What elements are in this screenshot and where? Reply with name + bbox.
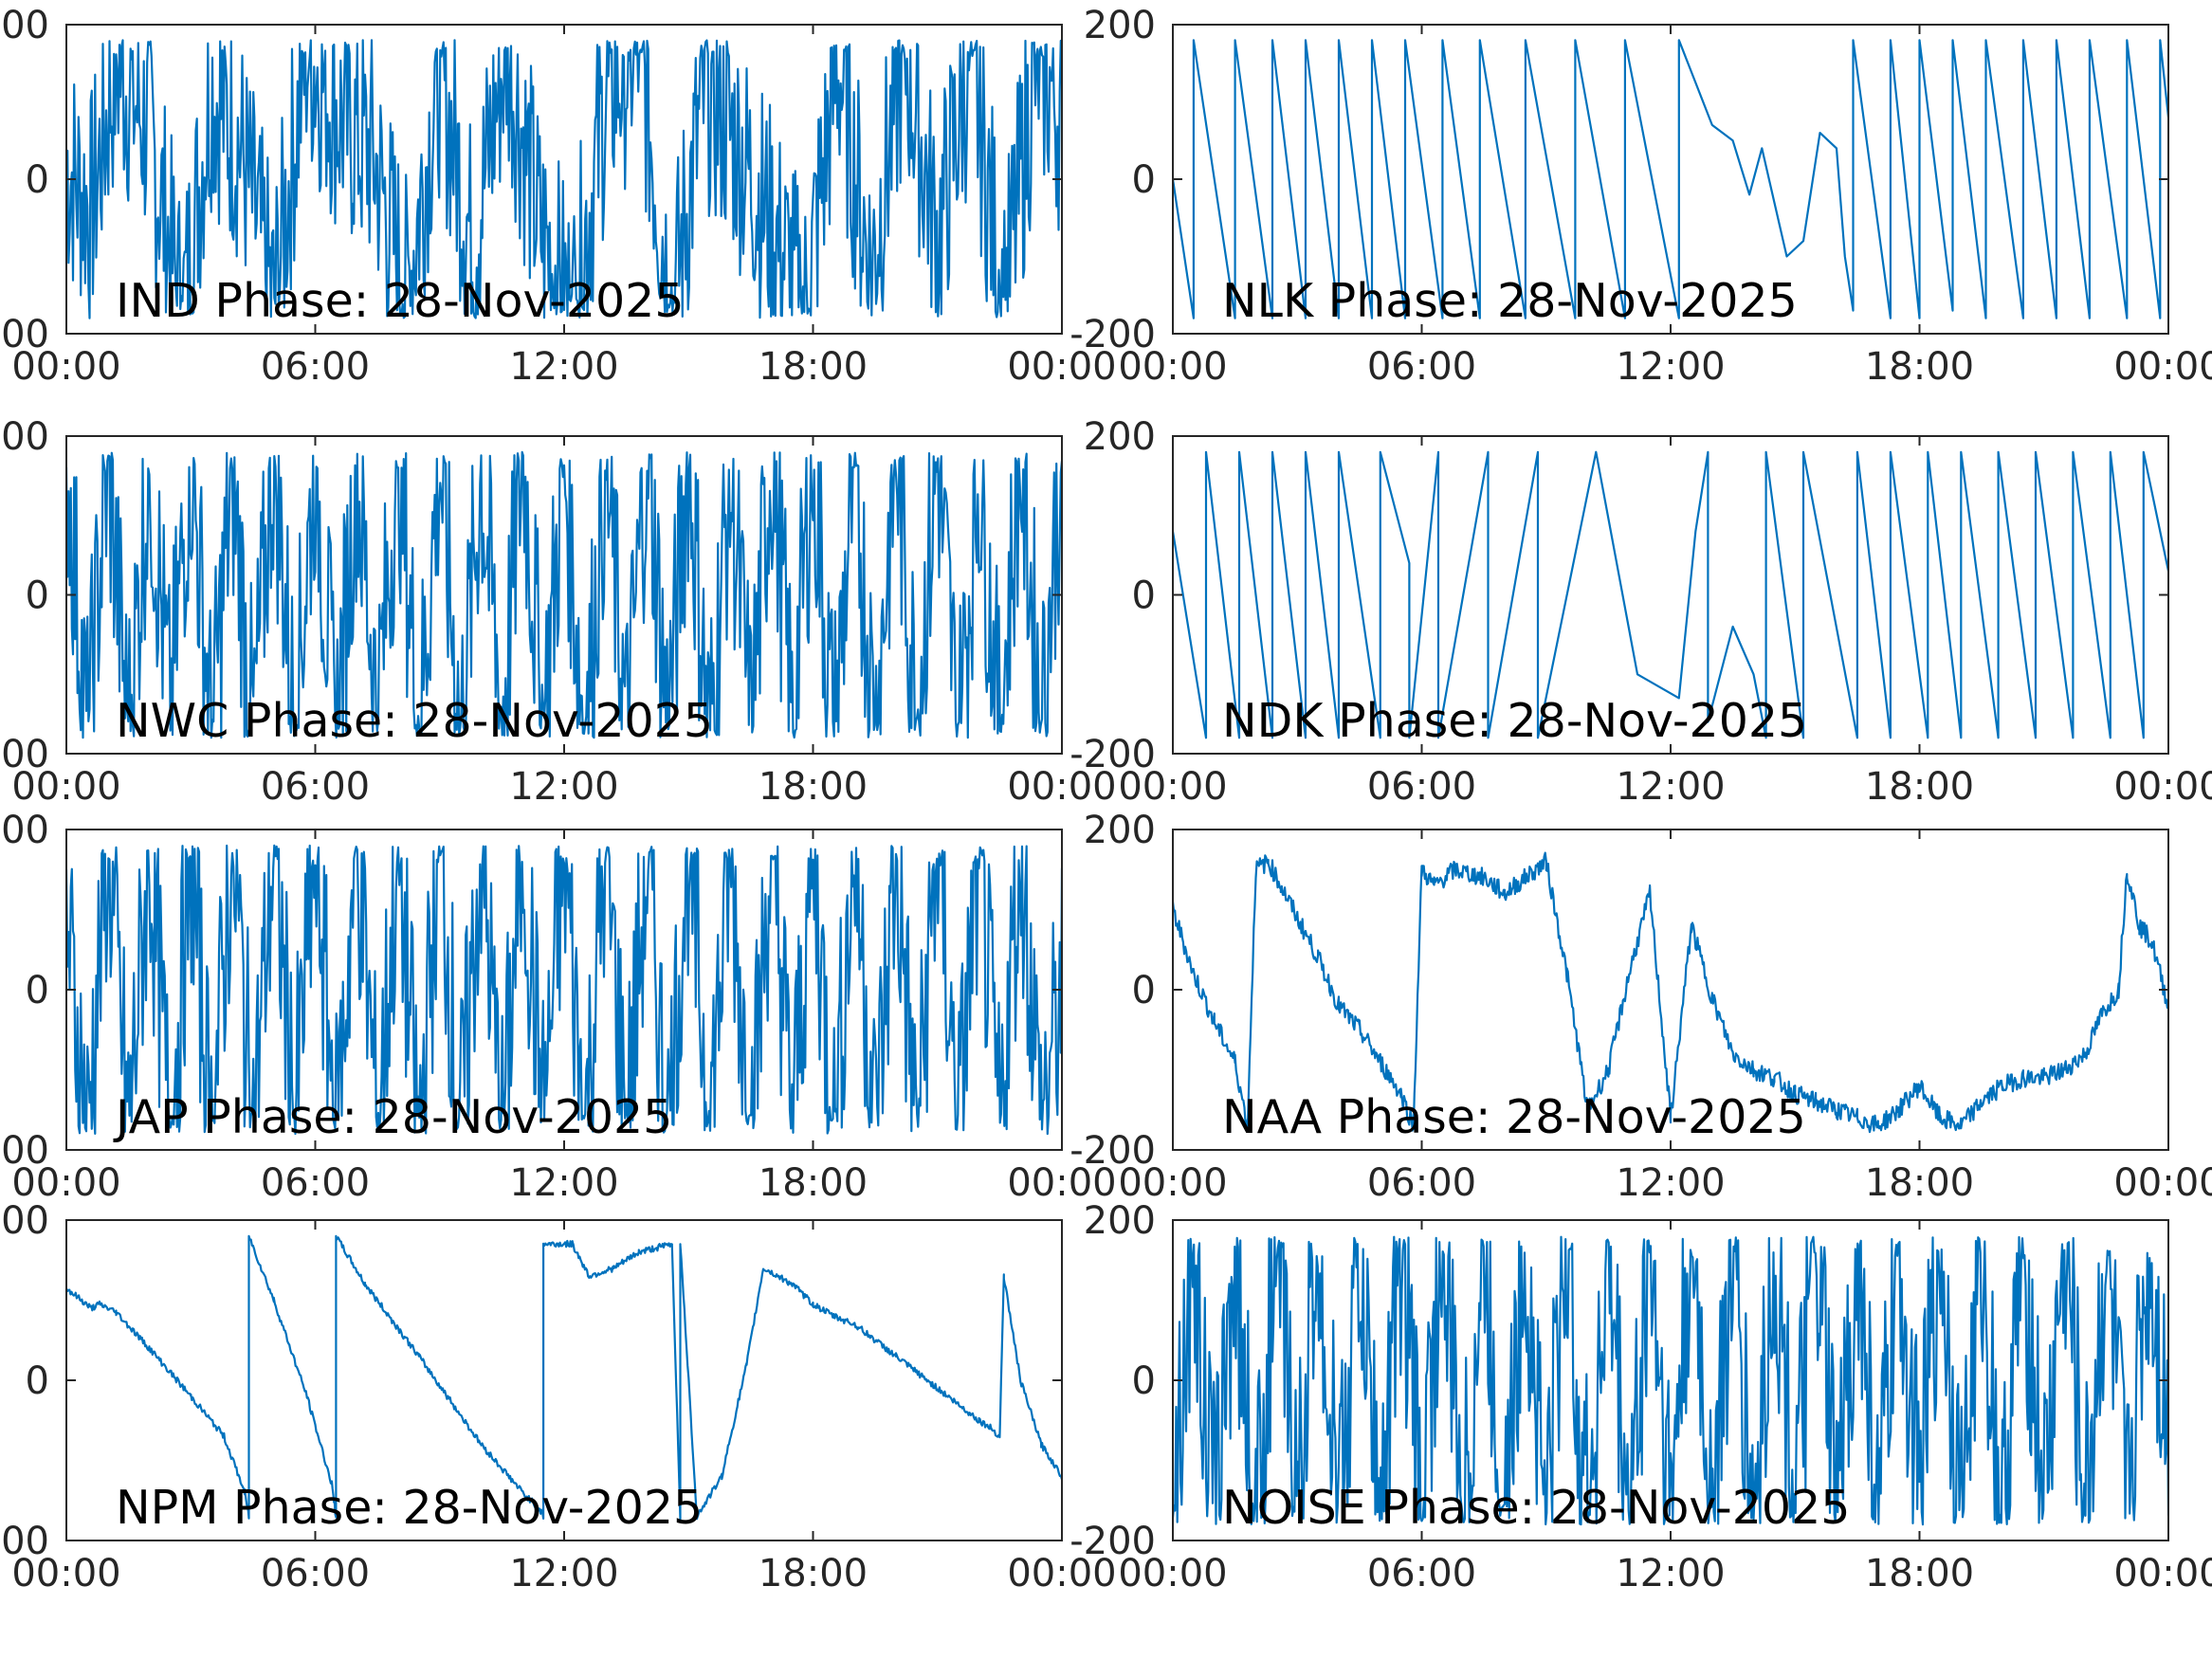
x-tick-label: 00:00 bbox=[11, 765, 120, 809]
y-tick-label: 0 bbox=[1132, 1359, 1156, 1403]
y-tick-label: -200 bbox=[0, 733, 49, 776]
y-tick-label: -200 bbox=[1069, 733, 1156, 776]
x-tick-label: 12:00 bbox=[1616, 1161, 1725, 1205]
y-tick-label: 0 bbox=[26, 574, 49, 618]
panel-title: NWC Phase: 28-Nov-2025 bbox=[116, 694, 713, 748]
x-tick-label: 00:00 bbox=[1007, 1552, 1116, 1595]
y-tick-label: -200 bbox=[1069, 313, 1156, 356]
x-tick-label: 00:00 bbox=[2113, 765, 2212, 809]
y-tick-label: 0 bbox=[1132, 574, 1156, 618]
x-tick-label: 06:00 bbox=[261, 1552, 370, 1595]
phase-series-line bbox=[66, 450, 1062, 739]
panel-title: NOISE Phase: 28-Nov-2025 bbox=[1222, 1481, 1850, 1535]
x-tick-label: 00:00 bbox=[1118, 345, 1227, 389]
x-tick-label: 06:00 bbox=[1367, 345, 1476, 389]
phase-series-line bbox=[66, 844, 1062, 1136]
y-tick-label: 200 bbox=[1084, 809, 1156, 852]
phase-series-line bbox=[1173, 1235, 2168, 1526]
x-tick-label: 18:00 bbox=[759, 345, 868, 389]
y-tick-label: 200 bbox=[0, 4, 49, 47]
y-tick-label: -200 bbox=[0, 313, 49, 356]
x-tick-label: 00:00 bbox=[1118, 1552, 1227, 1595]
x-tick-label: 00:00 bbox=[1118, 765, 1227, 809]
y-tick-label: -200 bbox=[1069, 1129, 1156, 1173]
y-tick-label: -200 bbox=[0, 1520, 49, 1563]
x-tick-label: 00:00 bbox=[1007, 345, 1116, 389]
y-tick-label: 200 bbox=[1084, 415, 1156, 459]
x-tick-label: 00:00 bbox=[1007, 1161, 1116, 1205]
x-tick-label: 00:00 bbox=[11, 345, 120, 389]
x-tick-label: 00:00 bbox=[2113, 1552, 2212, 1595]
panel-title: JAP Phase: 28-Nov-2025 bbox=[113, 1090, 672, 1144]
phase-series-line bbox=[1173, 39, 2168, 319]
y-tick-label: 0 bbox=[26, 1359, 49, 1403]
y-tick-label: 0 bbox=[1132, 969, 1156, 1012]
y-tick-label: -200 bbox=[0, 1129, 49, 1173]
x-tick-label: 00:00 bbox=[1007, 765, 1116, 809]
phase-series-line bbox=[66, 39, 1062, 319]
x-tick-label: 18:00 bbox=[1865, 345, 1974, 389]
y-tick-label: 200 bbox=[0, 415, 49, 459]
x-tick-label: 00:00 bbox=[1118, 1161, 1227, 1205]
y-tick-label: 200 bbox=[1084, 4, 1156, 47]
x-tick-label: 00:00 bbox=[11, 1161, 120, 1205]
x-tick-label: 06:00 bbox=[1367, 1552, 1476, 1595]
phase-series-line bbox=[1173, 851, 2168, 1134]
x-tick-label: 18:00 bbox=[759, 1552, 868, 1595]
y-tick-label: 0 bbox=[26, 158, 49, 202]
x-tick-label: 18:00 bbox=[759, 1161, 868, 1205]
y-tick-label: 0 bbox=[26, 969, 49, 1012]
x-tick-label: 00:00 bbox=[2113, 1161, 2212, 1205]
panel-title: NDK Phase: 28-Nov-2025 bbox=[1222, 694, 1807, 748]
panel-title: NAA Phase: 28-Nov-2025 bbox=[1222, 1090, 1806, 1144]
x-tick-label: 06:00 bbox=[1367, 765, 1476, 809]
panel-title: NLK Phase: 28-Nov-2025 bbox=[1222, 274, 1798, 328]
x-tick-label: 06:00 bbox=[261, 345, 370, 389]
x-tick-label: 12:00 bbox=[1616, 345, 1725, 389]
y-tick-label: 200 bbox=[0, 1199, 49, 1243]
x-tick-label: 18:00 bbox=[1865, 765, 1974, 809]
y-tick-label: 0 bbox=[1132, 158, 1156, 202]
x-tick-label: 06:00 bbox=[1367, 1161, 1476, 1205]
y-tick-label: 200 bbox=[1084, 1199, 1156, 1243]
y-tick-label: 200 bbox=[0, 809, 49, 852]
phase-series-line bbox=[66, 1234, 1062, 1521]
x-tick-label: 12:00 bbox=[509, 345, 618, 389]
x-tick-label: 12:00 bbox=[1616, 1552, 1725, 1595]
x-tick-label: 06:00 bbox=[261, 765, 370, 809]
x-tick-label: 18:00 bbox=[1865, 1552, 1974, 1595]
x-tick-label: 18:00 bbox=[759, 765, 868, 809]
x-tick-label: 12:00 bbox=[509, 765, 618, 809]
x-tick-label: 12:00 bbox=[509, 1161, 618, 1205]
panel-title: IND Phase: 28-Nov-2025 bbox=[116, 274, 685, 328]
x-tick-label: 12:00 bbox=[1616, 765, 1725, 809]
y-tick-label: -200 bbox=[1069, 1520, 1156, 1563]
x-tick-label: 12:00 bbox=[509, 1552, 618, 1595]
panel-title: NPM Phase: 28-Nov-2025 bbox=[116, 1481, 703, 1535]
x-tick-label: 06:00 bbox=[261, 1161, 370, 1205]
x-tick-label: 00:00 bbox=[2113, 345, 2212, 389]
phase-series-line bbox=[1173, 450, 2168, 739]
x-tick-label: 18:00 bbox=[1865, 1161, 1974, 1205]
x-tick-label: 00:00 bbox=[11, 1552, 120, 1595]
